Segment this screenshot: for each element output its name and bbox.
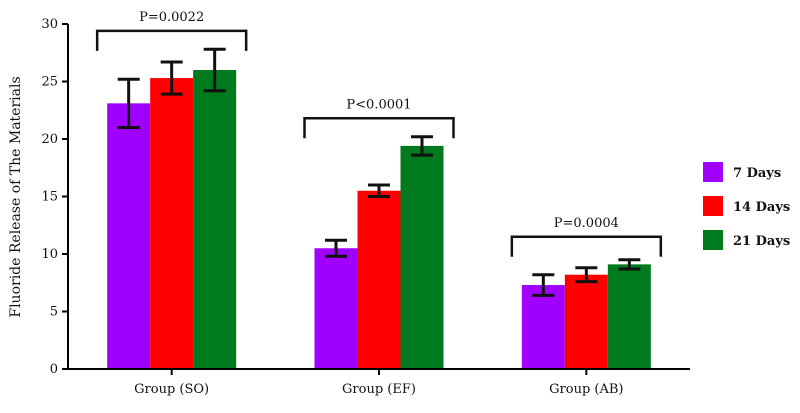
- y-tick-label: 5: [50, 305, 58, 320]
- y-tick-label: 25: [41, 75, 58, 90]
- y-tick-label: 0: [50, 362, 58, 377]
- significance-bracket: [303, 117, 455, 139]
- y-tick-label: 10: [41, 247, 58, 262]
- legend-swatch: [703, 162, 723, 182]
- bar: [150, 78, 194, 370]
- legend-label: 7 Days: [733, 166, 781, 181]
- y-tick-label: 15: [41, 190, 58, 205]
- x-tick-label: Group (AB): [549, 382, 623, 397]
- legend-swatch: [703, 196, 723, 216]
- significance-bracket: [510, 235, 663, 257]
- y-tick-label: 20: [41, 132, 58, 147]
- legend-label: 21 Days: [733, 234, 790, 249]
- legend: 7 Days 14 Days 21 Days: [703, 162, 790, 250]
- y-tick-label: 30: [41, 17, 58, 32]
- x-tick-label: Group (EF): [342, 382, 416, 397]
- bar: [400, 145, 444, 369]
- legend-swatch: [703, 230, 723, 250]
- p-value-label: P=0.0022: [139, 10, 204, 25]
- significance-annotations: P=0.0022 P<0.0001 P=0.0004: [95, 10, 663, 257]
- bar: [607, 264, 651, 369]
- p-value-label: P=0.0004: [554, 216, 619, 231]
- p-value-label: P<0.0001: [346, 97, 411, 112]
- bar: [193, 70, 237, 369]
- x-axis: Group (SO) Group (EF) Group (AB): [68, 368, 690, 397]
- x-tick-label: Group (SO): [134, 382, 209, 397]
- bar: [564, 274, 608, 369]
- bar: [107, 103, 151, 369]
- significance-bracket: [95, 29, 248, 51]
- y-axis-label: Fluoride Release of The Materials: [8, 76, 24, 317]
- bar: [521, 285, 565, 369]
- legend-label: 14 Days: [733, 200, 790, 215]
- bar: [357, 190, 401, 369]
- bars-group: [107, 47, 651, 370]
- bar: [314, 248, 358, 369]
- y-axis: 0 5 10 15 20 25 30: [41, 17, 69, 377]
